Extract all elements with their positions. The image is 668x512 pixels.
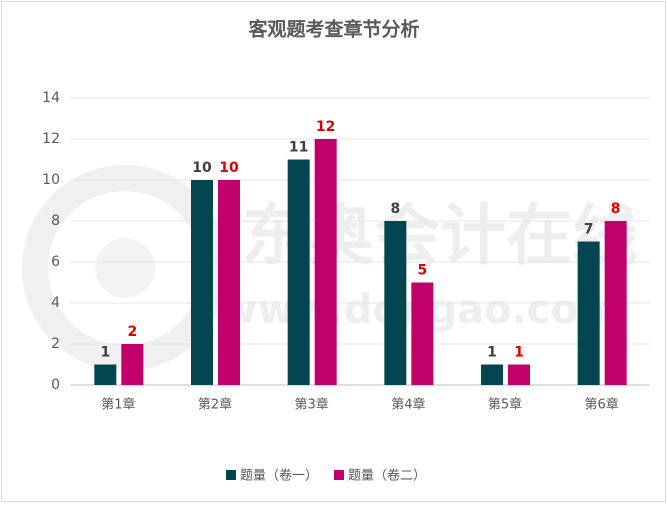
legend-label: 题量（卷二） xyxy=(348,468,426,484)
data-label: 7 xyxy=(584,222,594,238)
legend-swatch xyxy=(226,470,236,480)
chart-title: 客观题考查章节分析 xyxy=(248,18,419,41)
data-label: 10 xyxy=(192,160,212,176)
legend-label: 题量（卷一） xyxy=(240,468,318,484)
y-tick-label: 4 xyxy=(51,295,60,311)
y-tick-label: 14 xyxy=(42,90,60,106)
bar xyxy=(577,241,600,385)
watermark-logo-dot xyxy=(95,238,155,298)
x-tick-label: 第4章 xyxy=(391,397,425,413)
data-label: 1 xyxy=(487,345,497,361)
y-tick-label: 0 xyxy=(51,377,60,393)
bar xyxy=(191,180,213,385)
legend-swatch xyxy=(334,470,344,480)
data-label: 2 xyxy=(127,324,137,340)
data-label: 8 xyxy=(390,201,400,217)
x-tick-label: 第2章 xyxy=(198,397,232,413)
bar xyxy=(411,282,434,385)
bar xyxy=(508,364,530,385)
data-label: 1 xyxy=(100,345,110,361)
data-label: 8 xyxy=(611,201,621,217)
bar xyxy=(314,139,337,385)
y-tick-label: 10 xyxy=(42,172,60,188)
y-tick-label: 6 xyxy=(51,254,60,270)
bar xyxy=(481,364,503,385)
x-tick-label: 第5章 xyxy=(488,397,522,413)
bar xyxy=(121,344,144,385)
bar xyxy=(94,364,117,385)
data-label: 11 xyxy=(289,140,308,156)
y-tick-label: 2 xyxy=(51,336,60,352)
bar xyxy=(218,180,240,385)
data-label: 5 xyxy=(417,263,427,279)
y-tick-label: 8 xyxy=(51,213,60,229)
bar xyxy=(287,159,310,385)
data-label: 1 xyxy=(514,345,524,361)
x-tick-label: 第6章 xyxy=(585,397,619,413)
data-label: 12 xyxy=(316,119,335,135)
y-tick-label: 12 xyxy=(42,131,60,147)
data-label: 10 xyxy=(219,160,239,176)
bar xyxy=(384,221,407,385)
x-tick-label: 第1章 xyxy=(101,397,135,413)
x-tick-label: 第3章 xyxy=(295,397,329,413)
bar xyxy=(604,221,627,385)
